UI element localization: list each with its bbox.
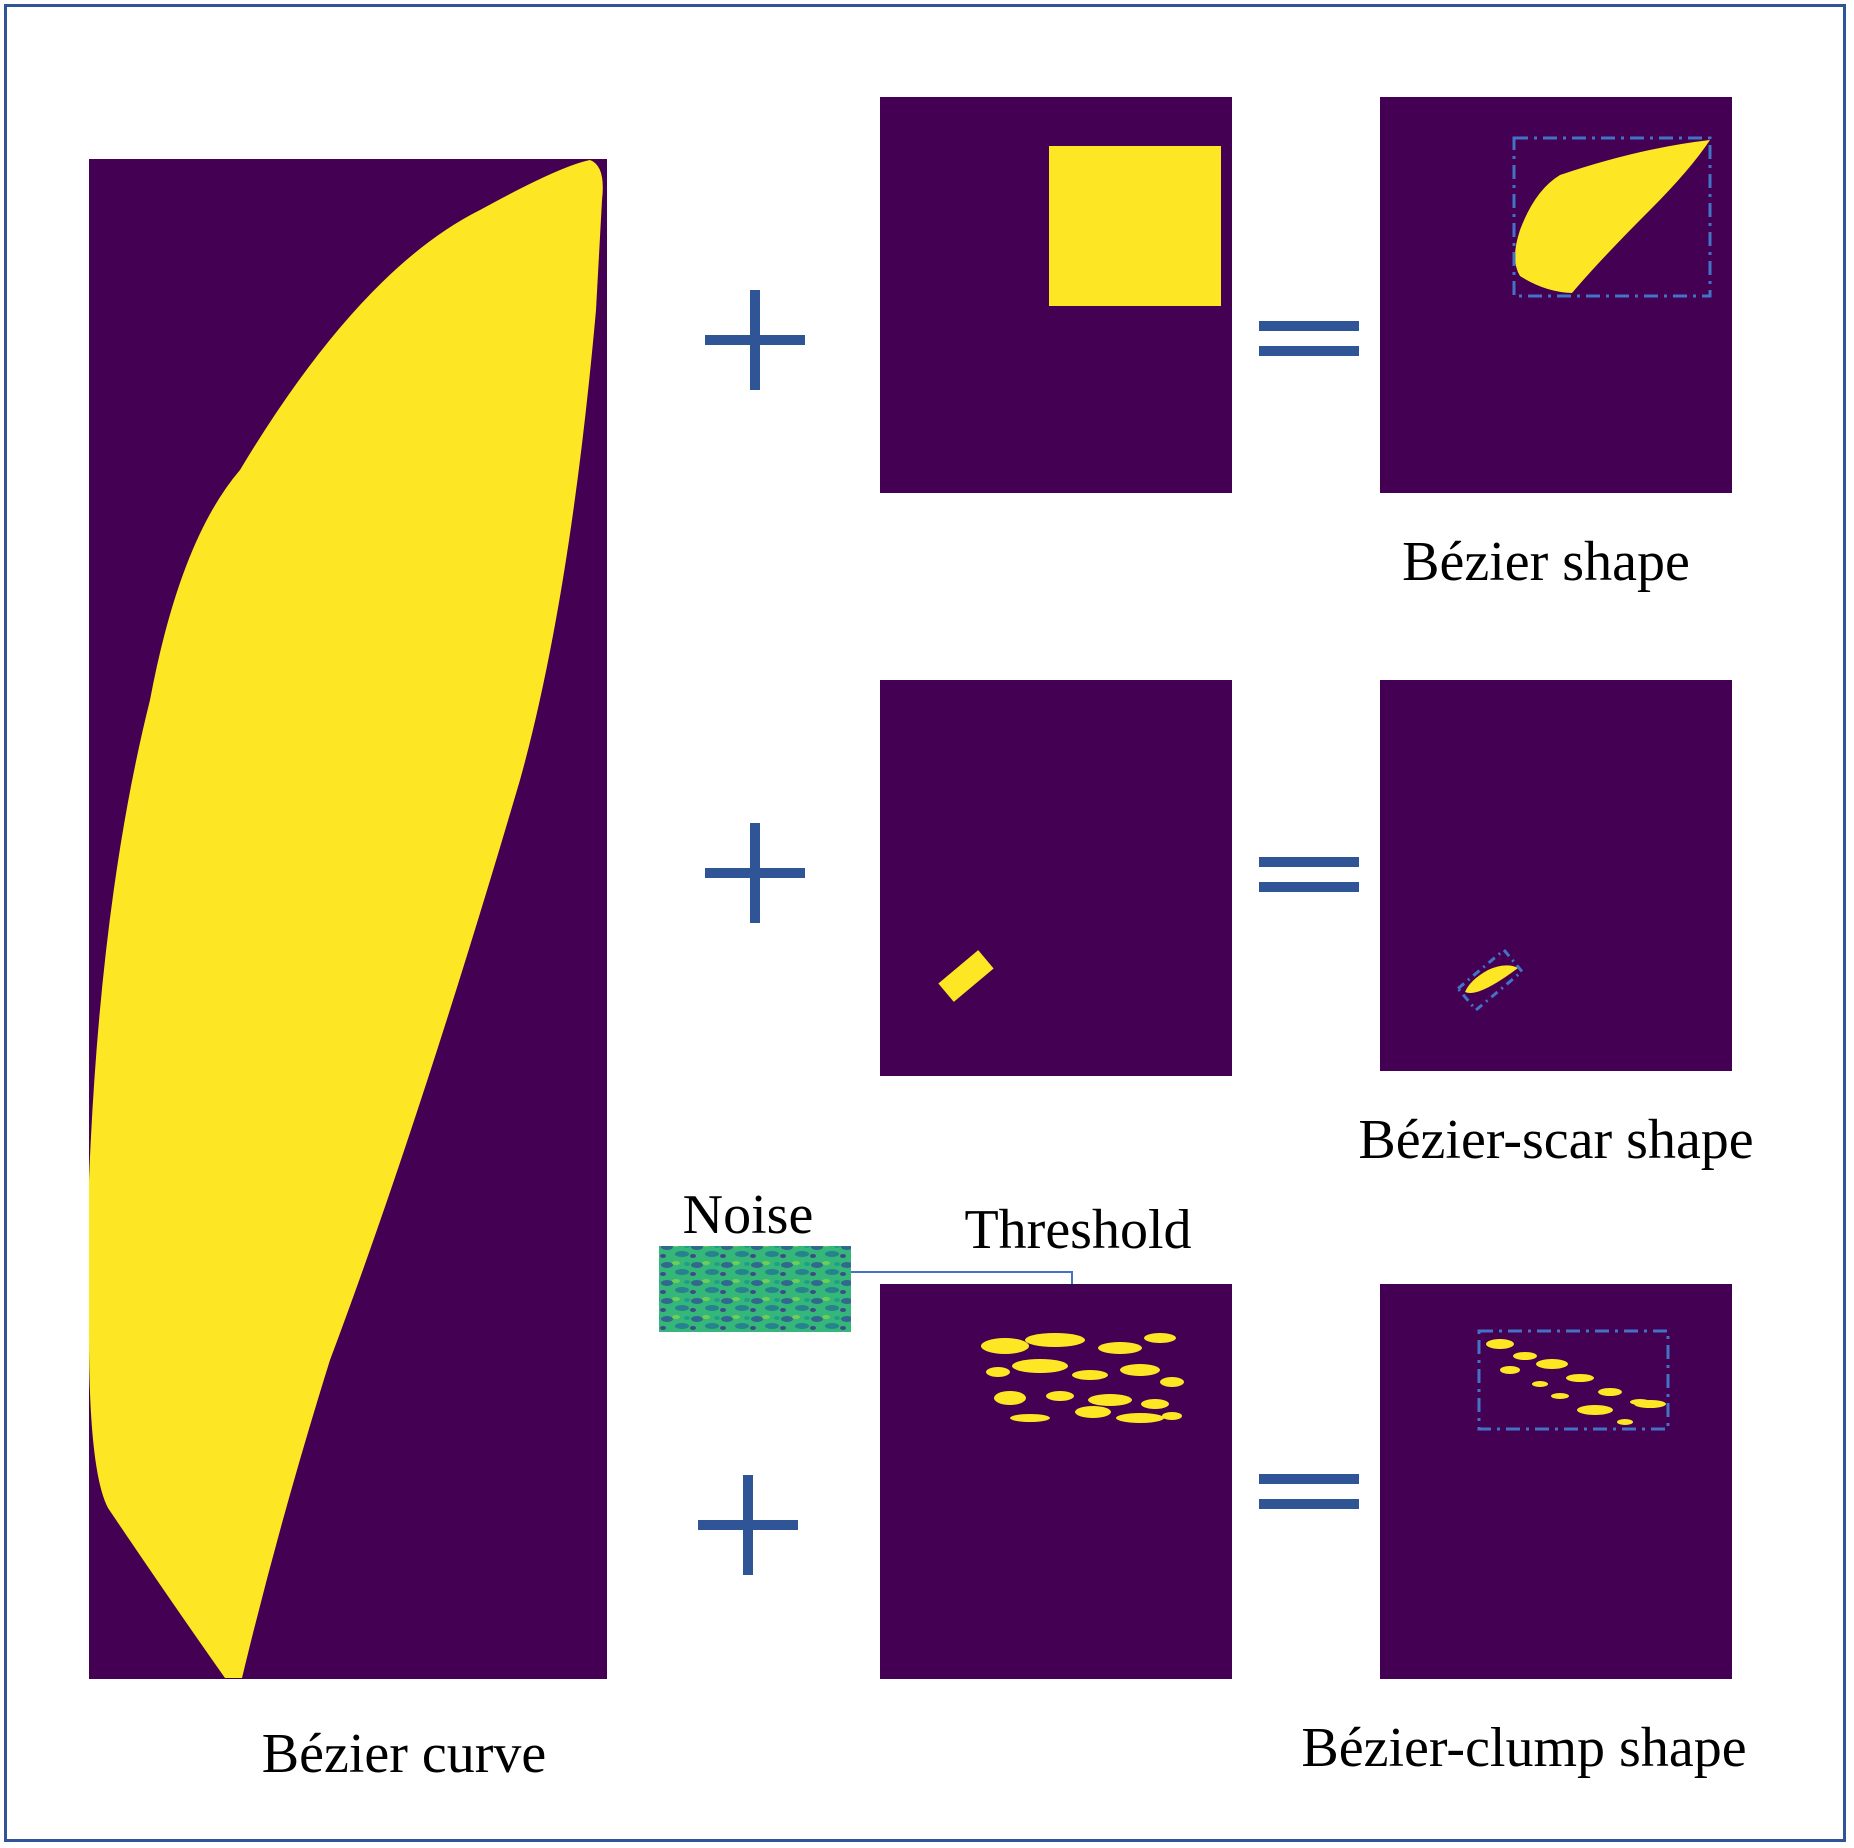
row-bezier-clump-shape: Noise Threshold <box>659 1184 1747 1779</box>
plus-icon <box>698 1475 798 1575</box>
equals-icon <box>1259 321 1359 356</box>
bounding-box <box>1477 1329 1670 1431</box>
mask-panel <box>880 680 1232 1076</box>
noise-label: Noise <box>683 1184 814 1246</box>
bounding-box <box>1512 136 1712 298</box>
equals-icon <box>1259 1474 1359 1509</box>
result-panel <box>1380 1284 1732 1679</box>
bezier-clump-shape-label: Bézier-clump shape <box>1301 1717 1746 1779</box>
bounding-box <box>1455 947 1525 1013</box>
figure-frame <box>4 4 1846 1842</box>
bezier-shape-label: Bézier shape <box>1402 531 1690 593</box>
row-bezier-scar-shape: Bézier-scar shape <box>705 680 1754 1171</box>
equals-icon <box>1259 857 1359 892</box>
plus-icon <box>705 290 805 390</box>
threshold-label: Threshold <box>964 1199 1191 1261</box>
bezier-scar-shape-label: Bézier-scar shape <box>1358 1109 1753 1171</box>
thresholded-noise-mask <box>981 1333 1184 1423</box>
bezier-curve-label: Bézier curve <box>262 1723 546 1785</box>
bezier-curve-panel <box>88 159 607 1679</box>
square-mask <box>1049 146 1221 306</box>
result-panel <box>1380 680 1732 1071</box>
noise-image <box>659 1246 851 1332</box>
bezier-curve-shape <box>88 160 603 1678</box>
small-rect-mask <box>938 950 994 1002</box>
plus-icon <box>705 823 805 923</box>
bezier-clump-result <box>1486 1339 1666 1425</box>
bezier-scar-result <box>1465 965 1518 993</box>
row-bezier-shape: Bézier shape <box>705 97 1732 593</box>
mask-panel <box>880 1284 1232 1679</box>
bezier-shape-result <box>1515 140 1710 293</box>
